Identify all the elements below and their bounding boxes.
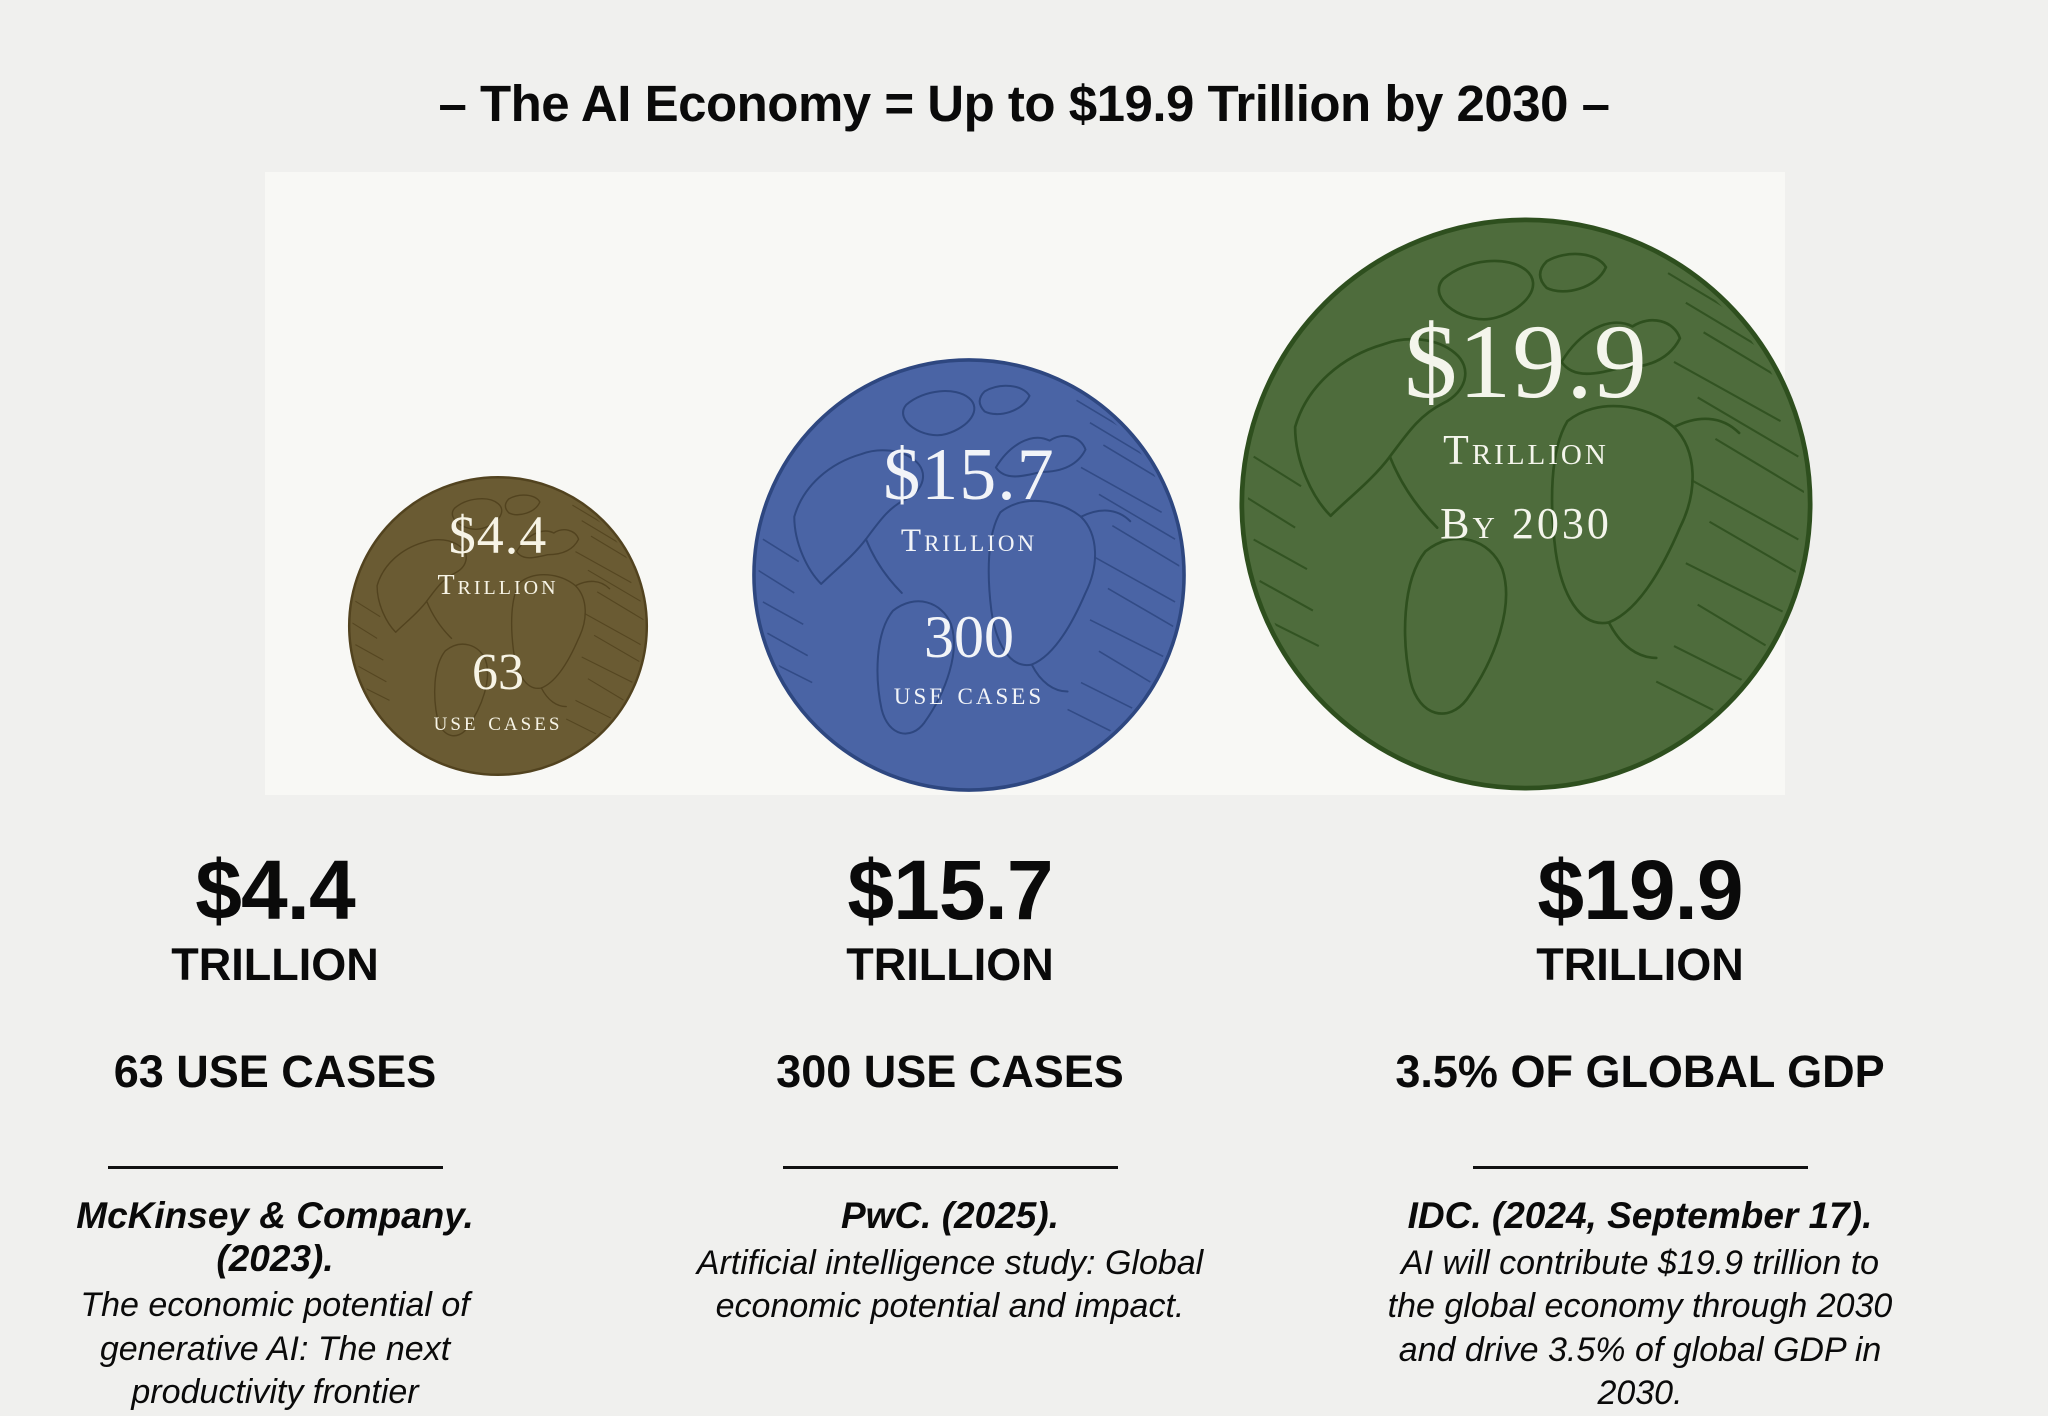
globe-mckinsey-label: $4.4 Trillion 63 use cases <box>343 471 653 781</box>
globe-unit: Trillion <box>437 569 559 601</box>
stat-value: $19.9 <box>1537 843 1743 937</box>
citation-source: McKinsey & Company. (2023). <box>76 1195 474 1279</box>
globe-stat: 300 <box>924 604 1014 671</box>
citation-divider <box>107 1166 443 1169</box>
stat-value: $15.7 <box>847 843 1053 937</box>
stat-unit: TRILLION <box>846 939 1054 990</box>
globe-idc: $19.9 Trillion By 2030 <box>1230 208 1822 800</box>
stat-detail: 3.5% OF GLOBAL GDP <box>1395 1046 1885 1097</box>
globe-pwc: $15.7 Trillion 300 use cases <box>745 351 1193 799</box>
citation-divider <box>1472 1166 1808 1169</box>
citation-source: IDC. (2024, September 17). <box>1407 1195 1873 1236</box>
globe-idc-label: $19.9 Trillion By 2030 <box>1230 208 1822 800</box>
stat-unit: TRILLION <box>1536 939 1744 990</box>
globe-value: $4.4 <box>448 505 548 565</box>
stat-column-mckinsey: $4.4 TRILLION 63 USE CASES McKinsey & Co… <box>15 848 535 1415</box>
globe-stat-label: use cases <box>433 705 563 736</box>
globe-unit: Trillion <box>1443 428 1609 475</box>
globe-value: $19.9 <box>1404 303 1648 420</box>
stat-column-pwc: $15.7 TRILLION 300 USE CASES PwC. (2025)… <box>690 848 1210 1329</box>
globe-unit: Trillion <box>900 522 1038 559</box>
stat-detail: 300 USE CASES <box>776 1046 1124 1097</box>
citation-divider <box>782 1166 1118 1169</box>
globe-pwc-label: $15.7 Trillion 300 use cases <box>745 351 1193 799</box>
globes-panel: $4.4 Trillion 63 use cases $15.7 Trillio… <box>265 172 1785 795</box>
globe-stat-label: use cases <box>893 676 1045 713</box>
globe-mckinsey: $4.4 Trillion 63 use cases <box>343 471 653 781</box>
globe-value: $15.7 <box>883 434 1055 516</box>
citation-text: AI will contribute $19.9 trillion to the… <box>1387 1243 1893 1413</box>
page-title: – The AI Economy = Up to $19.9 Trillion … <box>438 75 1610 133</box>
stats-row: $4.4 TRILLION 63 USE CASES McKinsey & Co… <box>0 848 2048 1412</box>
citation-text: Artificial intelligence study: Global ec… <box>696 1243 1204 1326</box>
citation-text: The economic potential of generative AI:… <box>80 1286 470 1412</box>
stat-detail: 63 USE CASES <box>113 1046 437 1097</box>
citation-source: PwC. (2025). <box>841 1195 1059 1236</box>
globe-stat: By 2030 <box>1440 499 1612 549</box>
stat-unit: TRILLION <box>171 939 379 990</box>
stat-column-idc: $19.9 TRILLION 3.5% OF GLOBAL GDP IDC. (… <box>1380 848 1900 1416</box>
stat-value: $4.4 <box>195 843 356 937</box>
globe-stat: 63 <box>472 644 524 702</box>
